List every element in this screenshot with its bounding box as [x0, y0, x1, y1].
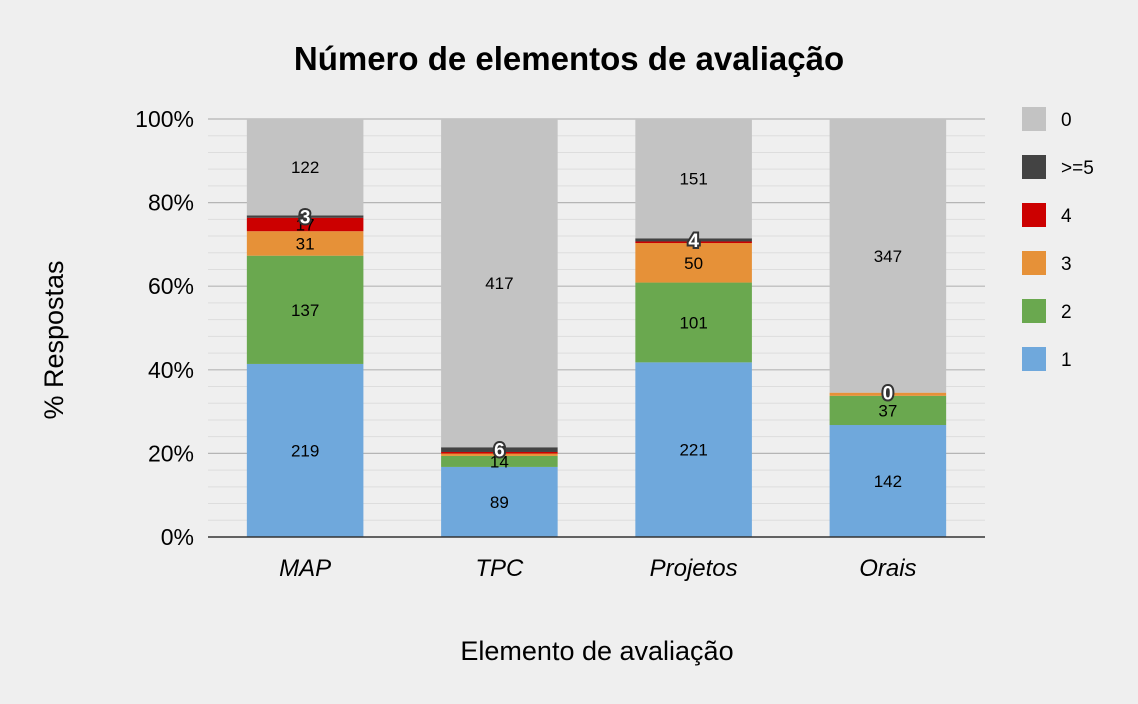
- legend: 0 >=5 4 3 2 1: [1022, 107, 1094, 371]
- axes: 0% 20% 40% 60% 80% 100% MAP TPC Projetos Orais: [135, 106, 985, 582]
- y-tick-label: 20%: [148, 440, 194, 466]
- data-label: 3: [300, 208, 311, 229]
- data-label: 6: [494, 441, 505, 462]
- chart-title: Número de elementos de avaliação: [294, 40, 844, 77]
- data-label: 137: [291, 301, 319, 320]
- bar-segment-tpc-gte5: [441, 447, 558, 452]
- y-tick-label: 60%: [148, 273, 194, 299]
- data-label: 142: [874, 472, 902, 491]
- legend-swatch: [1022, 203, 1046, 227]
- y-tick-label: 80%: [148, 190, 194, 216]
- bar-segment-projetos-0: [635, 119, 752, 239]
- legend-swatch: [1022, 155, 1046, 179]
- legend-entry: 0: [1061, 110, 1072, 131]
- x-tick-label: TPC: [475, 555, 524, 582]
- y-tick-label: 0%: [161, 524, 194, 550]
- data-label: 31: [296, 234, 315, 253]
- legend-swatch: [1022, 347, 1046, 371]
- bar-segment-map-3: [246, 231, 364, 256]
- y-tick-label: 40%: [148, 357, 194, 383]
- bar-segment-tpc-3: [441, 453, 558, 456]
- x-tick-label: Orais: [859, 555, 916, 582]
- x-tick-label: Projetos: [650, 555, 738, 582]
- data-label: 50: [684, 254, 703, 273]
- bar-segment-tpc-1: [441, 466, 558, 537]
- y-axis-label: % Respostas: [39, 260, 69, 419]
- bar-segment-orais-3: [829, 392, 947, 396]
- data-label: 151: [679, 170, 707, 189]
- bar-segment-projetos-1: [635, 362, 752, 537]
- data-label: 14: [490, 452, 509, 471]
- legend-entry: 1: [1061, 350, 1072, 371]
- bar-segment-projetos-4: [635, 241, 752, 244]
- bar-segment-map-2: [246, 255, 364, 364]
- bar-segment-tpc-2: [441, 455, 558, 467]
- data-label: 122: [291, 158, 319, 177]
- legend-entry: 2: [1061, 302, 1072, 323]
- bars: [246, 119, 947, 537]
- bar-segment-tpc-0: [441, 119, 558, 448]
- data-label: 221: [679, 441, 707, 460]
- bar-segment-projetos-2: [635, 282, 752, 363]
- legend-swatch: [1022, 299, 1046, 323]
- data-label: 219: [291, 441, 319, 460]
- bar-segment-projetos-gte5: [635, 238, 752, 242]
- bar-segment-map-0: [246, 119, 364, 216]
- x-axis-label: Elemento de avaliação: [460, 636, 733, 666]
- legend-entry: 4: [1061, 206, 1072, 227]
- bar-segment-orais-1: [829, 425, 947, 537]
- legend-entry: >=5: [1061, 158, 1094, 179]
- data-label: 347: [874, 247, 902, 266]
- bar-segment-projetos-3: [635, 243, 752, 283]
- data-label: 4: [688, 231, 699, 252]
- y-tick-label: 100%: [135, 106, 194, 132]
- bar-segment-map-4: [246, 217, 364, 232]
- bar-segment-orais-2: [829, 395, 947, 426]
- data-label: 37: [878, 401, 897, 420]
- legend-swatch: [1022, 107, 1046, 131]
- data-label: 101: [679, 313, 707, 332]
- x-tick-label: MAP: [279, 555, 331, 582]
- legend-swatch: [1022, 251, 1046, 275]
- bar-segment-orais-0: [829, 119, 947, 393]
- data-label: 0: [883, 384, 894, 405]
- bar-segment-map-1: [246, 363, 364, 537]
- data-label: 89: [490, 493, 509, 512]
- data-label: 417: [485, 274, 513, 293]
- bar-segment-tpc-4: [441, 451, 558, 454]
- bar-segment-map-gte5: [246, 215, 364, 218]
- data-label: 17: [296, 215, 315, 234]
- legend-entry: 3: [1061, 254, 1072, 275]
